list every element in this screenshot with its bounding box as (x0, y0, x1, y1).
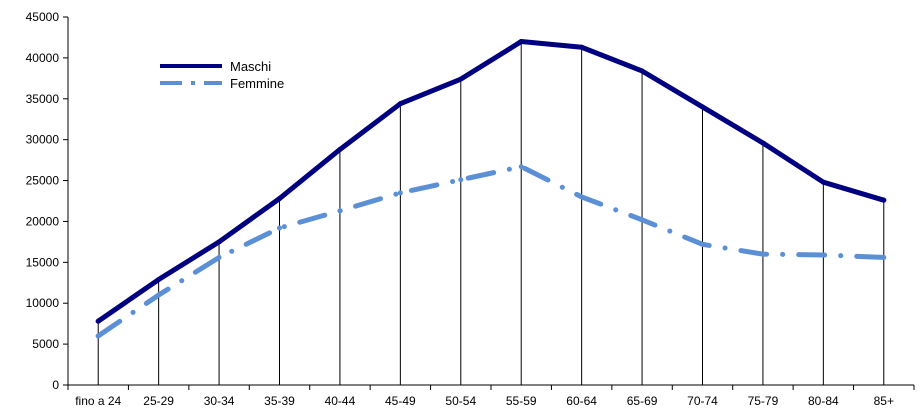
x-tick-label: 85+ (874, 394, 894, 408)
legend: Maschi Femmine (160, 59, 284, 91)
x-tick-label: 35-39 (264, 394, 295, 408)
x-tick-label: 70-74 (687, 394, 718, 408)
y-tick-label: 10000 (26, 296, 60, 310)
x-tick-label: fino a 24 (75, 394, 121, 408)
y-tick-label: 30000 (26, 133, 60, 147)
data-point-maschi (820, 179, 826, 185)
legend-label-femmine: Femmine (230, 76, 284, 91)
x-tick-label: 40-44 (325, 394, 356, 408)
x-tick-label: 50-54 (445, 394, 476, 408)
y-tick-label: 35000 (26, 92, 60, 106)
data-point-maschi (337, 146, 343, 152)
data-point-maschi (579, 44, 585, 50)
data-point-maschi (458, 76, 464, 82)
y-tick-label: 40000 (26, 51, 60, 65)
data-point-femmine (337, 208, 343, 214)
data-point-maschi (639, 68, 645, 74)
x-tick-label: 30-34 (204, 394, 235, 408)
data-point-maschi (216, 239, 222, 245)
y-tick-label: 45000 (26, 10, 60, 24)
x-tick-label: 25-29 (143, 394, 174, 408)
series-layer (95, 39, 887, 339)
data-point-maschi (760, 140, 766, 146)
y-tick-label: 0 (52, 378, 59, 392)
data-point-femmine (881, 254, 887, 260)
data-point-femmine (760, 251, 766, 257)
x-tick-label: 60-64 (566, 394, 597, 408)
data-point-femmine (518, 164, 524, 170)
y-axis: 0 5000 10000 15000 20000 25000 30000 35000 40000… (26, 10, 69, 392)
series-line-maschi (95, 39, 887, 324)
data-point-maschi (700, 104, 705, 110)
data-point-femmine (639, 217, 645, 223)
data-point-femmine (95, 333, 101, 339)
data-point-femmine (820, 252, 826, 258)
x-tick-label: 65-69 (627, 394, 658, 408)
data-point-maschi (277, 196, 282, 202)
data-point-femmine (277, 225, 282, 231)
data-point-maschi (881, 197, 887, 203)
series-line-femmine (95, 164, 887, 339)
data-point-maschi (397, 101, 403, 107)
y-tick-label: 25000 (26, 174, 60, 188)
data-point-femmine (397, 190, 403, 196)
x-axis: fino a 24 25-29 30-34 35-39 40-44 45-49 50-54 5… (67, 384, 915, 408)
y-tick-label: 15000 (26, 255, 60, 269)
x-tick-label: 45-49 (385, 394, 416, 408)
legend-label-maschi: Maschi (230, 59, 271, 74)
y-tick-label: 5000 (32, 337, 59, 351)
data-point-femmine (579, 194, 585, 200)
data-point-femmine (216, 254, 222, 260)
data-point-maschi (95, 318, 101, 324)
data-point-femmine (458, 177, 464, 183)
drop-lines (97, 41, 885, 385)
data-point-femmine (700, 241, 705, 247)
data-point-femmine (156, 292, 162, 298)
data-point-maschi (518, 39, 524, 45)
x-tick-label: 75-79 (748, 394, 779, 408)
y-tick-label: 20000 (26, 214, 60, 228)
x-tick-label: 80-84 (808, 394, 839, 408)
x-tick-label: 55-59 (506, 394, 537, 408)
data-point-maschi (156, 277, 162, 283)
